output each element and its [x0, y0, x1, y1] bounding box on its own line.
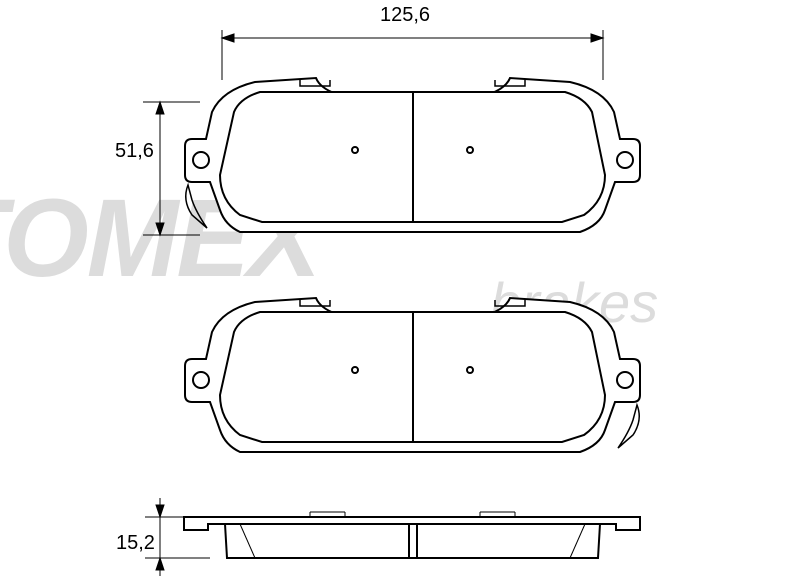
- brake-pad-bottom: [185, 298, 640, 452]
- brake-pad-side-profile: [184, 512, 640, 558]
- dimension-width: 125,6: [380, 4, 430, 27]
- technical-drawing: [0, 0, 786, 584]
- dim-width-line: [222, 30, 603, 80]
- brake-pad-top: [185, 78, 640, 232]
- dimension-thickness: 15,2: [116, 532, 155, 555]
- dimension-height: 51,6: [115, 140, 154, 163]
